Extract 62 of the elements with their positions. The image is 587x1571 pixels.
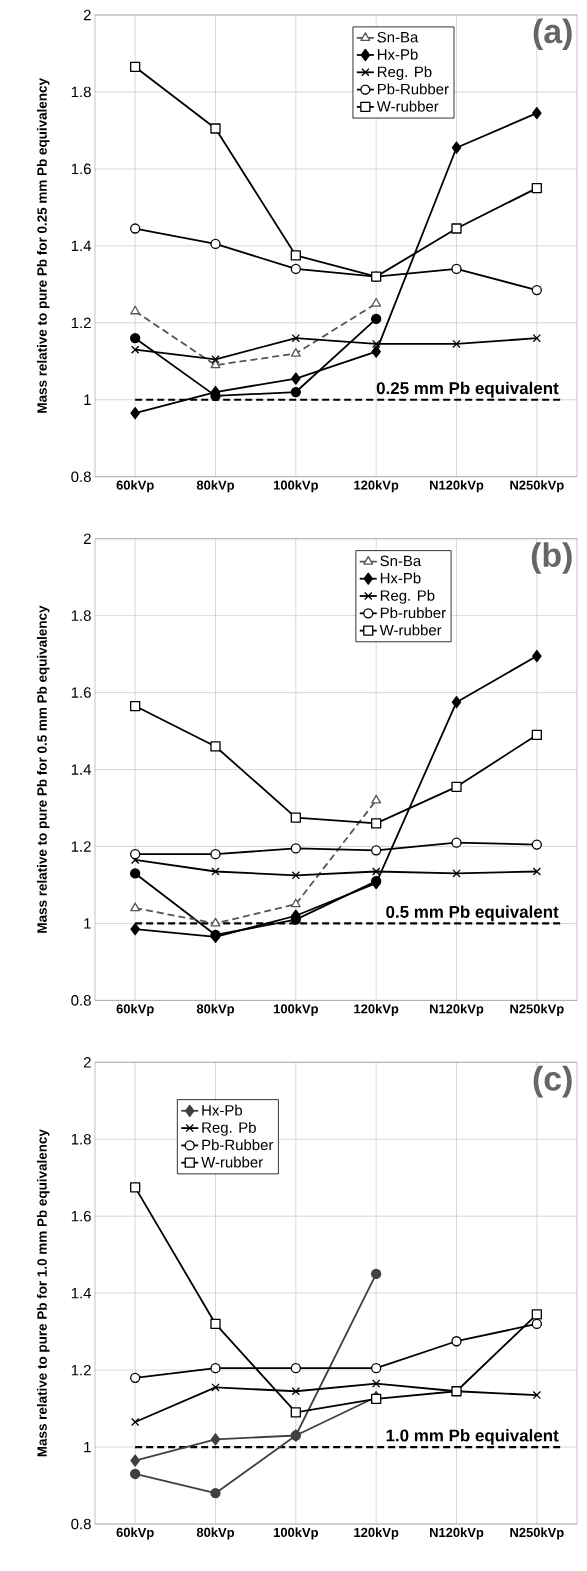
x-tick-label: 60kVp <box>116 480 154 493</box>
legend-label: Sn-Ba <box>377 31 419 43</box>
y-tick-label: 2 <box>83 9 91 21</box>
legend-label: Reg. Pb <box>377 66 432 81</box>
legend-label: Pb-Rubber <box>377 83 449 95</box>
y-tick-label: 1.6 <box>71 1210 91 1222</box>
legend-label: Reg. Pb <box>380 589 435 604</box>
x-tick-label: 80kVp <box>196 1527 235 1540</box>
y-tick-label: 0.8 <box>71 1518 91 1530</box>
legend-label: W-rubber <box>376 100 439 112</box>
y-tick-label: 1 <box>84 1441 91 1453</box>
annotation: (c) <box>533 1065 572 1098</box>
x-tick-label: N120kVp <box>430 1003 484 1016</box>
x-tick-label: 120kVp <box>354 1527 399 1540</box>
x-tick-label: 100kVp <box>273 1003 318 1016</box>
y-tick-label: 1 <box>84 918 91 929</box>
x-tick-label: N120kVp <box>430 480 484 493</box>
y-tick-label: 1.4 <box>71 1288 92 1299</box>
x-tick-label: 120kVp <box>354 480 399 493</box>
x-tick-label: 100kVp <box>273 1527 318 1540</box>
x-tick-label: 60kVp <box>116 1527 154 1540</box>
x-tick-label: 80kVp <box>196 1003 235 1016</box>
y-axis-title: Mass relative to pure Pb for 0.5 mm Pb equivalency <box>36 605 50 933</box>
legend-label: Pb-Rubber <box>202 1139 274 1151</box>
legend-label: Sn-Ba <box>380 555 422 567</box>
x-tick-label: N250kVp <box>510 1003 564 1016</box>
y-tick-label: 2 <box>83 533 91 544</box>
y-tick-label: 1.8 <box>71 86 91 98</box>
legend-label: Hx-Pb <box>377 48 418 60</box>
y-tick-label: 1.8 <box>71 610 91 621</box>
annotation: (a) <box>533 18 572 51</box>
y-tick-label: 1.2 <box>71 317 91 328</box>
y-tick-label: 0.8 <box>71 471 91 482</box>
y-tick-label: 1.4 <box>71 240 92 251</box>
y-tick-label: 1.2 <box>71 841 91 852</box>
legend-label: Hx-Pb <box>202 1104 243 1116</box>
ref-line-label: 0.5 mm Pb equivalent <box>386 905 559 922</box>
y-tick-label: 1.4 <box>71 764 92 775</box>
legend-label: W-rubber <box>379 624 442 636</box>
y-tick-label: 1.8 <box>71 1133 91 1145</box>
y-tick-label: 1.6 <box>71 687 91 698</box>
x-tick-label: 60kVp <box>116 1003 154 1016</box>
legend-label: W-rubber <box>201 1156 263 1168</box>
legend-label: Reg. Pb <box>202 1121 256 1136</box>
x-tick-label: N120kVp <box>430 1527 484 1540</box>
annotation: (b) <box>531 542 572 574</box>
y-axis-title: Mass relative to pure Pb for 0.25 mm Pb equivalency <box>36 78 50 413</box>
x-tick-label: 100kVp <box>273 480 318 493</box>
x-tick-label: N250kVp <box>510 1527 564 1540</box>
y-tick-label: 1.2 <box>71 1364 91 1376</box>
legend-label: Pb-rubber <box>380 607 446 619</box>
y-tick-label: 1.6 <box>71 163 91 175</box>
x-tick-label: 120kVp <box>354 1003 399 1016</box>
ref-line-label: 1.0 mm Pb equivalent <box>386 1429 559 1445</box>
y-tick-label: 2 <box>83 1057 91 1068</box>
x-tick-label: 80kVp <box>196 480 235 493</box>
x-tick-label: N250kVp <box>510 480 564 493</box>
y-tick-label: 1 <box>84 394 91 405</box>
y-axis-title: Mass relative to pure Pb for 1.0 mm Pb equivalency <box>36 1129 50 1457</box>
y-tick-label: 0.8 <box>71 995 91 1006</box>
ref-line-label: 0.25 mm Pb equivalent <box>376 381 559 398</box>
legend-label: Hx-Pb <box>380 572 421 584</box>
